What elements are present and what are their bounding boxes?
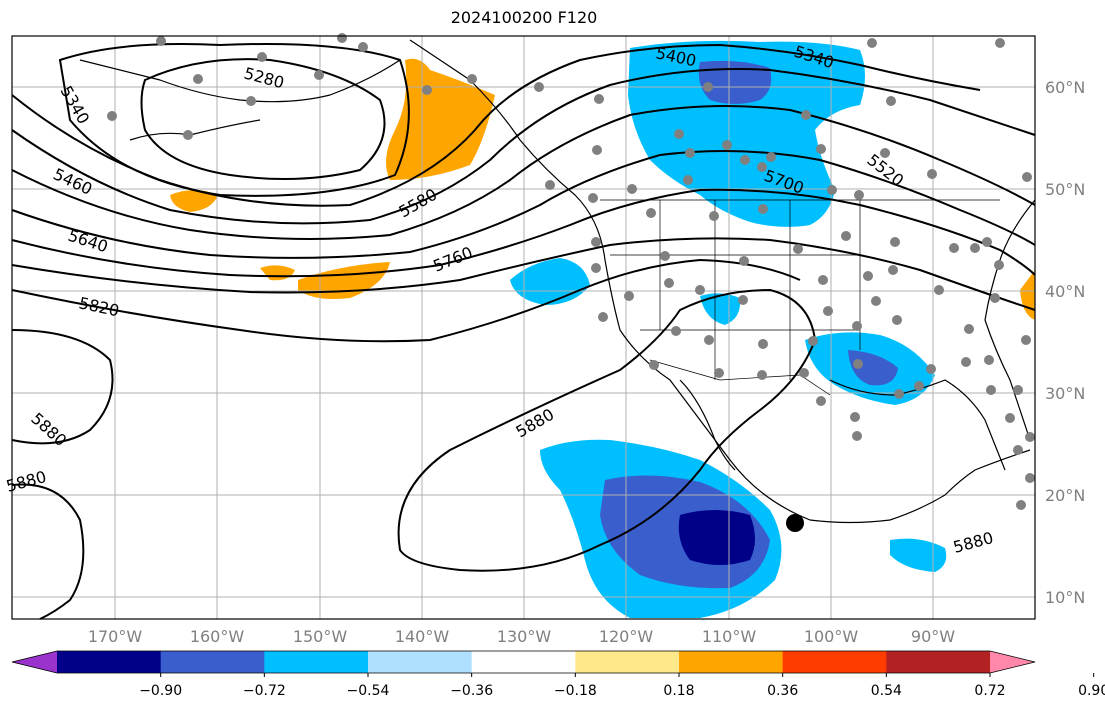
lat-label-30n: 30°N: [1045, 384, 1085, 403]
colorbar-tick-label: 0.54: [871, 683, 902, 699]
neg-anomaly-canada-core: [698, 60, 772, 104]
coastlines: [79, 39, 1036, 524]
lat-lon-grid: [12, 36, 1035, 619]
colorbar-tick-label: −0.36: [450, 683, 493, 699]
neg-anomaly-central-america: [890, 538, 947, 572]
colorbar-segment: [57, 651, 162, 673]
colorbar-segment: [160, 651, 265, 673]
lon-label-150w: 150°W: [293, 627, 348, 646]
lon-label-100w: 100°W: [804, 627, 859, 646]
lat-label-40n: 40°N: [1045, 282, 1085, 301]
colorbar-tick-label: −0.18: [554, 683, 597, 699]
pos-anomaly-bering: [170, 190, 218, 212]
lat-label-20n: 20°N: [1045, 486, 1085, 505]
lon-label-110w: 110°W: [702, 627, 757, 646]
lon-label-170w: 170°W: [88, 627, 143, 646]
lat-label-50n: 50°N: [1045, 180, 1085, 199]
colorbar-tick-label: −0.54: [347, 683, 390, 699]
colorbar-tick-label: 0.90: [1078, 683, 1105, 699]
colorbar-tick-label: 0.72: [974, 683, 1005, 699]
lat-label-10n: 10°N: [1045, 588, 1085, 607]
pos-anomaly-alaska: [386, 58, 495, 180]
neg-anomaly-mexico-core: [678, 510, 755, 565]
colorbar-over-arrow: [990, 651, 1035, 673]
map-title: 2024100200 F120: [450, 8, 598, 27]
lon-label-140w: 140°W: [395, 627, 450, 646]
lon-label-130w: 130°W: [497, 627, 552, 646]
lon-label-120w: 120°W: [599, 627, 654, 646]
colorbar-segment: [782, 651, 887, 673]
colorbar-tick-label: −0.90: [139, 683, 182, 699]
station-markers: [107, 33, 1035, 510]
colorbar-segment: [471, 651, 576, 673]
height-contours: [11, 43, 1036, 620]
colorbar-segment: [679, 651, 784, 673]
lon-labels: 170°W 160°W 150°W 140°W 130°W 120°W 110°…: [88, 627, 955, 646]
map-frame: [11, 35, 1036, 620]
colorbar-tick-label: 0.18: [663, 683, 694, 699]
colorbar-segment: [264, 651, 369, 673]
pos-anomaly-east-coast: [1020, 270, 1035, 320]
colorbar-tick-label: 0.36: [767, 683, 798, 699]
colorbar: −0.90 −0.72 −0.54 −0.36 −0.18 0.18 0.36 0.54 0.7…: [11, 650, 1105, 699]
colorbar-outline: [11, 650, 1036, 674]
colorbar-tick-label: −0.72: [243, 683, 286, 699]
storm-center-marker: [786, 514, 804, 532]
lat-labels: 60°N 50°N 40°N 30°N 20°N 10°N: [1045, 78, 1085, 607]
colorbar-segment: [368, 651, 473, 673]
lat-label-60n: 60°N: [1045, 78, 1085, 97]
lon-label-90w: 90°W: [911, 627, 955, 646]
colorbar-under-arrow: [12, 651, 57, 673]
colorbar-segment: [575, 651, 680, 673]
neg-anomaly-utah: [700, 293, 741, 325]
lon-label-160w: 160°W: [190, 627, 245, 646]
colorbar-segment: [886, 651, 991, 673]
neg-anomaly-gulf-core: [848, 350, 898, 386]
